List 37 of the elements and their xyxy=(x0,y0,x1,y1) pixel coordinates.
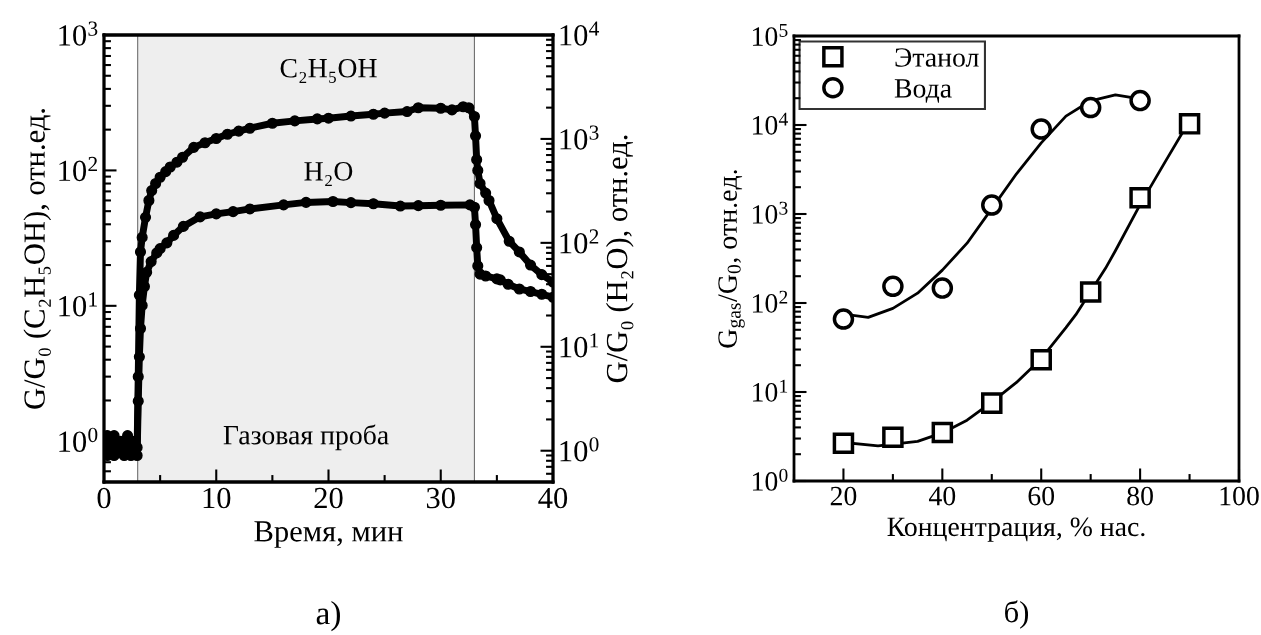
x-tick-label: 100 xyxy=(1220,486,1259,506)
y-tick-label: 10$^{2}$ xyxy=(59,156,97,182)
y-tick-label: 10$^{0}$ xyxy=(59,427,98,453)
x-axis-title: Время, мин xyxy=(254,521,403,548)
series-label: H₂O xyxy=(304,162,353,187)
y2-tick-label: 10$^{3}$ xyxy=(560,125,599,150)
y-tick-label: 10$^{2}$ xyxy=(752,290,788,313)
y-tick-label: 10$^{0}$ xyxy=(752,468,788,491)
text: а) xyxy=(316,600,340,632)
y2-tick-label: 10$^{2}$ xyxy=(560,229,599,254)
y-axis-title: G/G₀ (C₂H₅OH), отн.ед. xyxy=(23,109,52,409)
x-tick-label: 80 xyxy=(1127,486,1153,506)
text: б) xyxy=(1005,600,1029,629)
series-label: C₂H₅OH xyxy=(280,58,377,83)
y-tick-label: 10$^{5}$ xyxy=(752,23,788,46)
y-axis-title: G$_{gas}$/G$_{0}$, отн.ед. xyxy=(718,170,745,348)
x-tick-label: 0 xyxy=(97,487,111,509)
x-tick-label: 20 xyxy=(314,487,343,509)
legend-label: Этанол xyxy=(895,48,979,67)
band-label: Газовая проба xyxy=(223,424,389,451)
legend-label: Вода xyxy=(894,79,952,103)
y-tick-label: 10$^{1}$ xyxy=(752,379,788,402)
y-tick-label: 10$^{3}$ xyxy=(59,21,98,46)
y2-axis-title: G/G₀ (H₂O), отн.ед. xyxy=(605,135,634,383)
x-tick-label: 20 xyxy=(830,486,857,506)
x-tick-label: 40 xyxy=(928,486,956,506)
y2-tick-label: 10$^{4}$ xyxy=(560,21,600,46)
y-tick-label: 10$^{1}$ xyxy=(59,292,97,317)
x-axis-title: Концентрация, % нас. xyxy=(887,517,1145,542)
y2-tick-label: 10$^{0}$ xyxy=(560,437,599,462)
y2-tick-label: 10$^{1}$ xyxy=(560,333,599,358)
x-tick-label: 40 xyxy=(538,487,568,509)
x-tick-label: 60 xyxy=(1028,486,1055,506)
x-tick-label: 30 xyxy=(426,487,455,509)
y-tick-label: 10$^{4}$ xyxy=(752,112,788,135)
x-tick-label: 10 xyxy=(203,487,231,509)
y-tick-label: 10$^{3}$ xyxy=(752,201,788,224)
